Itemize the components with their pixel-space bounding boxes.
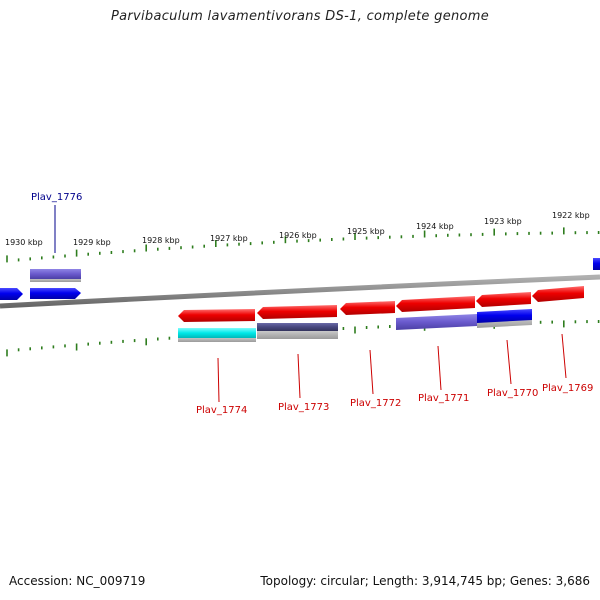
gene-label-plav-1774[interactable]: Plav_1774: [196, 405, 247, 416]
gene-label-plav-1773[interactable]: Plav_1773: [278, 402, 329, 413]
kbp-label: 1923 kbp: [484, 217, 522, 226]
leader-line-plav-1772: [369, 349, 374, 395]
reverse-genes-row1: [178, 286, 584, 322]
genes-row2: [178, 309, 532, 342]
kbp-label: 1928 kbp: [142, 236, 180, 245]
kbp-label: 1926 kbp: [279, 231, 317, 240]
gene-arrow-plav-1776[interactable]: [30, 269, 81, 279]
kbp-label: 1930 kbp: [5, 238, 43, 247]
gene-box-slate[interactable]: [257, 323, 338, 331]
gene-arrow-plav-1769[interactable]: [532, 286, 584, 302]
kbp-labels: 1930 kbp 1929 kbp 1928 kbp 1927 kbp 1926…: [5, 211, 590, 247]
gene-leader-lines: [54, 205, 567, 403]
gene-shadow-cyan: [178, 337, 256, 342]
genome-backbone: [0, 274, 600, 309]
kbp-label: 1925 kbp: [347, 227, 385, 236]
gene-box-lavender[interactable]: [396, 314, 477, 330]
gene-arrow-reverse-5[interactable]: [476, 292, 531, 307]
genome-summary-text: Topology: circular; Length: 3,914,745 bp…: [260, 574, 590, 588]
gene-labels: Plav_1776 Plav_1774 Plav_1773 Plav_1772 …: [31, 192, 593, 416]
gene-box-plav-1770[interactable]: [477, 309, 532, 323]
leader-line-plav-1770: [506, 339, 512, 385]
gene-label-plav-1770[interactable]: Plav_1770: [487, 388, 538, 399]
gene-label-plav-1771[interactable]: Plav_1771: [418, 393, 469, 404]
outer-tick-row: [6, 227, 600, 263]
gene-arrow-plav-1773[interactable]: [257, 305, 337, 319]
gene-arrow-fwd-partial[interactable]: [0, 288, 23, 300]
leader-line-plav-1771: [437, 345, 442, 391]
gene-label-plav-1772[interactable]: Plav_1772: [350, 398, 401, 409]
gene-arrow-fwd-next[interactable]: [30, 288, 81, 299]
leader-line-plav-1774: [217, 357, 220, 403]
gene-arrow-plav-1772[interactable]: [340, 301, 395, 315]
gene-shadow-plav-1776: [30, 278, 81, 282]
gene-arrow-plav-1774[interactable]: [178, 309, 255, 322]
kbp-label: 1924 kbp: [416, 222, 454, 231]
gene-box-cyan[interactable]: [178, 328, 256, 338]
gene-label-plav-1769[interactable]: Plav_1769: [542, 383, 593, 394]
leader-line-plav-1769: [561, 333, 567, 379]
accession-text: Accession: NC_009719: [9, 574, 146, 588]
leader-line-plav-1773: [297, 353, 301, 399]
gene-arrow-plav-1771[interactable]: [396, 296, 475, 312]
gene-shadow-slate: [257, 330, 338, 339]
kbp-label: 1927 kbp: [210, 234, 248, 243]
gene-arrow-fwd-right-edge[interactable]: [593, 258, 600, 270]
map-title: Parvibaculum lavamentivorans DS-1, compl…: [110, 9, 490, 24]
kbp-label: 1922 kbp: [552, 211, 590, 220]
forward-genes: [0, 258, 600, 300]
kbp-label: 1929 kbp: [73, 238, 111, 247]
gene-label-plav-1776[interactable]: Plav_1776: [31, 192, 82, 203]
